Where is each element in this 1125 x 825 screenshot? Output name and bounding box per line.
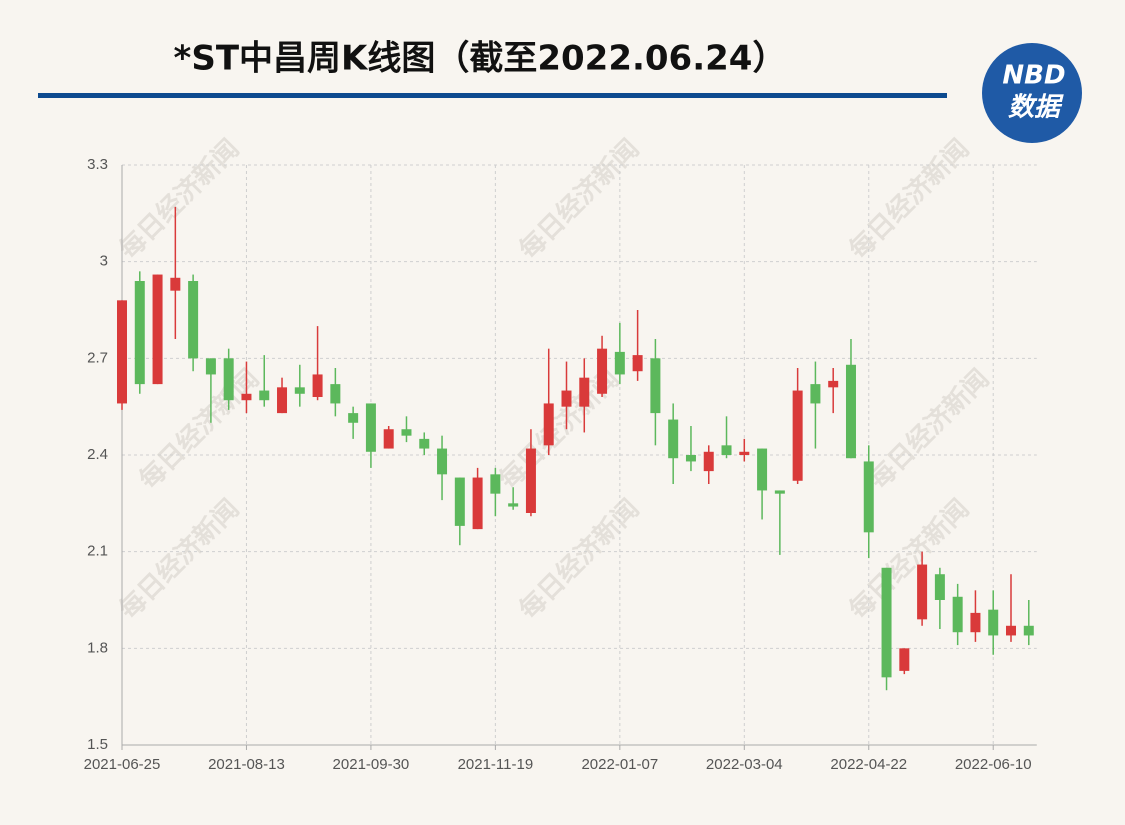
candle-body [1006, 625, 1016, 636]
candle-body [437, 448, 448, 475]
candle-body [454, 477, 465, 526]
candle-body [614, 351, 625, 375]
x-tick-label: 2022-06-10 [955, 756, 1032, 773]
candle-body [703, 451, 714, 472]
candle-body [810, 384, 821, 404]
candle-body [117, 300, 127, 404]
candle-body [881, 567, 892, 678]
candle-body [739, 451, 750, 455]
x-tick-label: 2021-08-13 [208, 756, 285, 773]
chart-title: *ST中昌周K线图（截至2022.06.24） [174, 39, 787, 79]
y-tick-label: 3 [100, 253, 108, 270]
candle-body [1023, 625, 1034, 636]
candle-body [525, 448, 536, 513]
candle-body [952, 596, 963, 633]
candle-body [134, 281, 145, 385]
candle-body [348, 413, 359, 423]
candle-body [259, 390, 270, 401]
y-tick-label: 3.3 [87, 156, 108, 173]
x-tick-label: 2022-01-07 [581, 756, 658, 773]
x-tick-label: 2022-04-22 [830, 756, 907, 773]
candle-body [294, 387, 305, 394]
candle-body [650, 358, 661, 414]
candle-body [597, 348, 608, 394]
candle-body [543, 403, 554, 446]
x-tick-label: 2021-06-25 [84, 756, 161, 773]
candle-body [685, 455, 696, 462]
candle-body [223, 358, 234, 401]
candle-body [721, 445, 732, 455]
candle-body [188, 281, 199, 359]
candle-body [845, 364, 856, 459]
candle-body [383, 429, 394, 449]
candle-body [472, 477, 483, 530]
candle-body [205, 358, 216, 375]
candle-body [365, 403, 376, 452]
candle-body [970, 612, 981, 633]
candle-body [170, 277, 181, 291]
y-tick-label: 2.7 [87, 349, 108, 366]
candle-body [828, 380, 839, 388]
candle-body [792, 390, 803, 481]
candle-body [757, 448, 768, 491]
logo [982, 43, 1082, 143]
candle-body [419, 438, 430, 449]
candle-body [774, 490, 785, 494]
x-tick-label: 2021-09-30 [333, 756, 410, 773]
candle-body [152, 274, 163, 385]
candle-body [917, 564, 928, 620]
candle-body [330, 384, 341, 404]
candle-body [277, 387, 288, 414]
x-tick-label: 2022-03-04 [706, 756, 783, 773]
candle-body [988, 609, 999, 636]
candle-body [490, 474, 501, 494]
logo-text: NBD [1002, 61, 1065, 91]
candle-body [561, 390, 572, 407]
candle-body [241, 393, 252, 401]
candle-body [508, 503, 519, 507]
y-tick-label: 1.5 [87, 736, 108, 753]
title-rule [38, 93, 947, 98]
candle-body [934, 574, 945, 600]
y-tick-label: 2.1 [87, 543, 108, 560]
candle-body [312, 374, 323, 397]
candle-body [863, 461, 874, 533]
y-tick-label: 2.4 [87, 446, 108, 463]
candle-body [401, 429, 412, 436]
candle-body [579, 377, 590, 407]
x-tick-label: 2021-11-19 [458, 756, 534, 773]
logo-text: 数据 [1008, 93, 1064, 123]
y-tick-label: 1.8 [87, 639, 108, 656]
candle-body [899, 648, 910, 671]
candle-body [668, 419, 679, 459]
candle-body [632, 355, 643, 372]
